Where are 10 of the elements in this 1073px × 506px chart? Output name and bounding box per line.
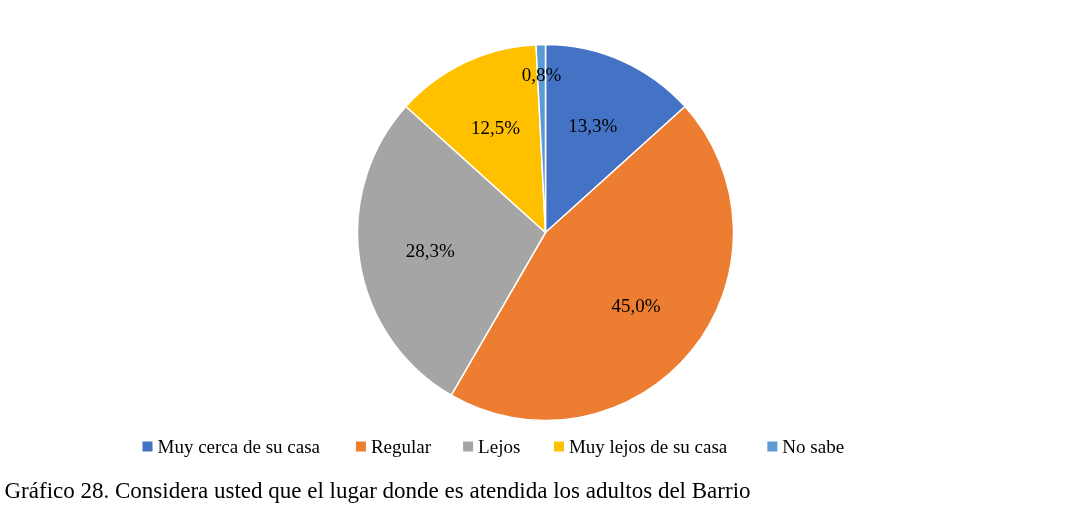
legend-label: Muy lejos de su casa (568, 436, 728, 457)
data-label: 12,5% (470, 116, 521, 138)
legend-label: Regular (370, 436, 432, 457)
legend-label: Lejos (478, 436, 521, 457)
text: Gráfico 28. Considera usted que el lugar donde es atendida los adultos del Barrio (4, 478, 751, 503)
legend-label: Muy cerca de su casa (157, 436, 321, 457)
data-label: 45,0% (611, 295, 661, 317)
legend-label: No sabe (782, 436, 845, 457)
data-label: 28,3% (405, 240, 456, 262)
data-label: 13,3% (568, 115, 618, 137)
